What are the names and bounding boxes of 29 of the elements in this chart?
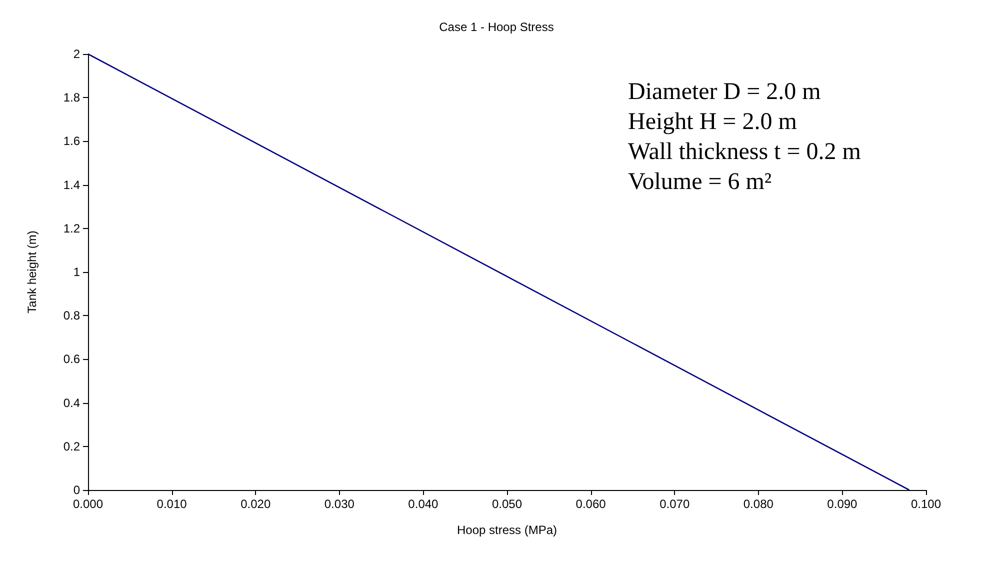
y-tick-label: 0.4	[63, 396, 80, 410]
chart-title: Case 1 - Hoop Stress	[439, 20, 554, 34]
annotation: Volume = 6 m²	[628, 169, 772, 195]
annotation: Diameter D = 2.0 m	[628, 79, 822, 105]
y-tick-label: 1.4	[63, 178, 80, 192]
annotation: Wall thickness t = 0.2 m	[628, 139, 862, 165]
y-tick-label: 1.8	[63, 90, 80, 105]
y-tick-label: 0	[73, 483, 80, 497]
x-tick-label: 0.020	[240, 497, 271, 511]
x-tick-label: 0.050	[492, 497, 522, 511]
annotation: Height H = 2.0 m	[628, 109, 798, 135]
y-axis-title: Tank height (m)	[25, 230, 39, 314]
y-tick-label: 1	[73, 265, 80, 279]
x-tick-label: 0.100	[910, 497, 942, 511]
y-tick-label: 1.6	[63, 134, 80, 148]
x-tick-label: 0.040	[408, 497, 439, 511]
x-axis-title: Hoop stress (MPa)	[456, 523, 558, 537]
x-tick-label: 0.000	[72, 497, 104, 511]
x-tick-label: 0.060	[576, 497, 606, 511]
y-tick-label: 2	[73, 47, 80, 61]
x-tick-label: 0.010	[156, 497, 188, 511]
y-tick-label: 0.2	[63, 439, 80, 454]
y-tick-label: 0.6	[63, 352, 80, 366]
x-tick-label: 0.070	[660, 497, 690, 511]
x-tick-label: 0.030	[324, 497, 355, 511]
x-tick-label: 0.080	[743, 497, 774, 511]
x-tick-label: 0.090	[827, 497, 858, 511]
y-tick-label: 1.2	[63, 221, 80, 236]
y-tick-label: 0.8	[63, 308, 80, 323]
